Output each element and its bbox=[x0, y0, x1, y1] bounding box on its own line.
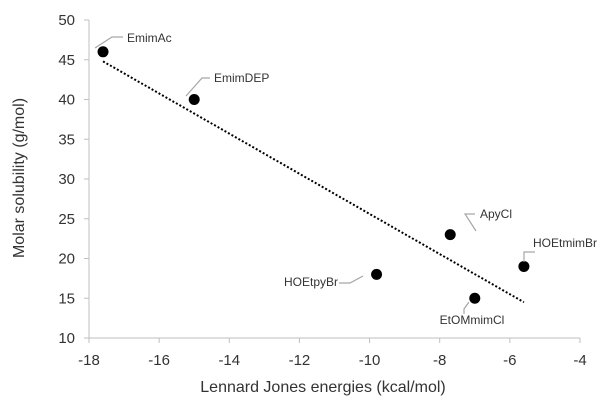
x-tick-label: -10 bbox=[359, 352, 381, 369]
leader-line bbox=[185, 77, 210, 97]
x-tick-label: -16 bbox=[148, 352, 170, 369]
data-point bbox=[518, 260, 530, 272]
y-tick-label: 30 bbox=[58, 171, 75, 188]
data-point-label: HOEtmimBr bbox=[533, 236, 597, 250]
point-labels: EmimAc EmimDEP ApyCl HOEtmimBr HOEtpyBr EtOMm… bbox=[94, 31, 597, 327]
y-tick-label: 50 bbox=[58, 12, 75, 29]
x-tick-label: -18 bbox=[78, 352, 100, 369]
data-point bbox=[97, 46, 109, 58]
y-tick-label: 10 bbox=[58, 330, 75, 347]
leader-line bbox=[339, 275, 364, 284]
data-point bbox=[188, 94, 200, 105]
leader-line bbox=[463, 301, 470, 314]
trendline bbox=[102, 60, 525, 304]
trendline-group bbox=[102, 60, 525, 304]
data-point bbox=[469, 292, 481, 304]
x-axis-title: Lennard Jones energies (kcal/mol) bbox=[200, 379, 445, 396]
leader-line bbox=[463, 213, 477, 232]
y-tick-label: 20 bbox=[58, 251, 75, 268]
x-tick-label: -4 bbox=[573, 352, 586, 369]
y-tick-label: 45 bbox=[58, 52, 75, 69]
x-tick-label: -6 bbox=[503, 352, 516, 369]
leader-line bbox=[94, 36, 123, 49]
y-axis-title: Molar solubility (g/mol) bbox=[11, 98, 28, 258]
data-point-label: EmimDEP bbox=[214, 71, 269, 85]
data-point bbox=[371, 268, 383, 280]
y-tick-label: 35 bbox=[58, 131, 75, 148]
x-tick-label: -8 bbox=[433, 352, 446, 369]
y-tick-label: 40 bbox=[58, 92, 75, 109]
y-tick-label: 15 bbox=[58, 290, 75, 307]
axes: -18 -16 -14 -12 -10 -8 -6 -4 10 15 20 25 30 35 40 45 50 bbox=[58, 12, 586, 369]
data-point-label: ApyCl bbox=[480, 207, 512, 221]
x-tick-label: -14 bbox=[218, 352, 240, 369]
leader-line bbox=[523, 251, 535, 262]
data-point-label: EmimAc bbox=[127, 31, 172, 45]
x-tick-label: -12 bbox=[289, 352, 311, 369]
data-point-label: HOEtpyBr bbox=[284, 275, 338, 289]
data-point-label: EtOMmimCl bbox=[440, 313, 505, 327]
data-points bbox=[97, 46, 530, 304]
data-point bbox=[444, 229, 456, 241]
y-tick-label: 25 bbox=[58, 211, 75, 228]
